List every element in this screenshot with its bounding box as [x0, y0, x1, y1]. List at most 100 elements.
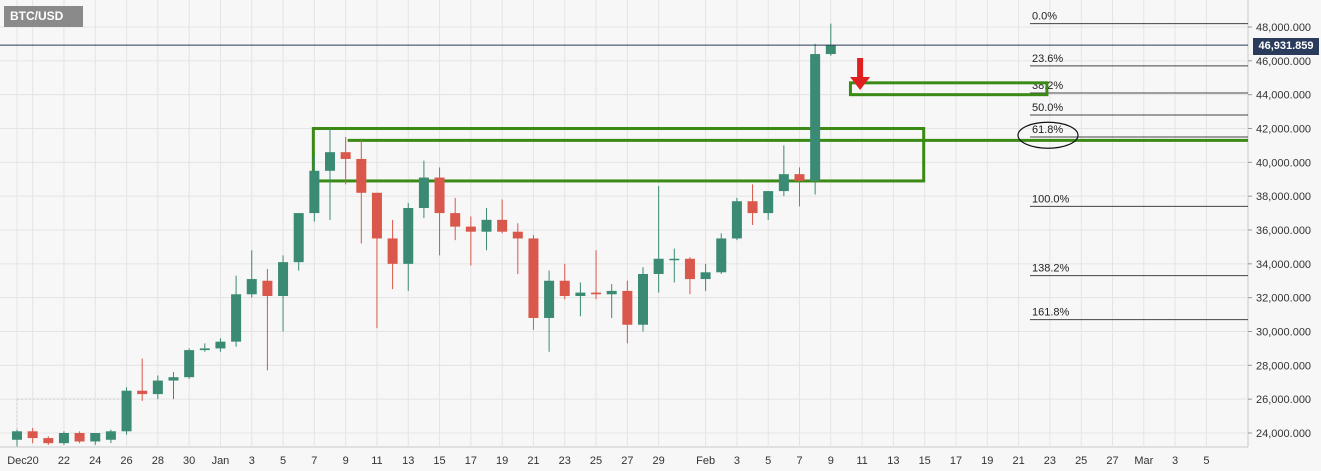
- candle-body: [622, 290, 633, 325]
- y-tick-label: 48,000.000: [1256, 22, 1311, 34]
- candle: [481, 208, 492, 251]
- candle: [778, 145, 789, 197]
- candle: [638, 267, 648, 332]
- y-tick-label: 34,000.000: [1256, 259, 1311, 271]
- candle: [293, 213, 304, 271]
- y-tick-label: 42,000.000: [1256, 124, 1311, 136]
- candle: [497, 199, 508, 234]
- fib-label: 138.2%: [1032, 263, 1070, 275]
- candle: [152, 375, 163, 400]
- candle-body: [544, 280, 555, 318]
- candle: [325, 128, 335, 220]
- candle-body: [559, 280, 570, 296]
- candle: [262, 268, 273, 371]
- candle-body: [434, 177, 445, 214]
- y-tick-label: 30,000.000: [1256, 327, 1311, 339]
- x-tick-label: 9: [343, 455, 349, 467]
- x-tick-label: Jan: [212, 455, 230, 467]
- x-tick-label: 13: [402, 455, 414, 467]
- candle: [356, 138, 367, 244]
- fib-label: 61.8%: [1032, 124, 1063, 136]
- y-tick-label: 46,000.000: [1256, 56, 1311, 68]
- candle-body: [184, 350, 195, 378]
- fib-label: 161.8%: [1032, 307, 1070, 319]
- candle: [700, 263, 711, 291]
- fib-label: 100.0%: [1032, 193, 1070, 205]
- y-axis: 24,000.000 26,000.000 28,000.000 30,000.000…: [1248, 22, 1311, 440]
- x-tick-label: 5: [1203, 455, 1209, 467]
- candle: [825, 23, 836, 56]
- candle-body: [74, 433, 85, 442]
- candle: [810, 43, 821, 195]
- candle-body: [371, 192, 382, 239]
- x-axis: Dec 20 22 24 26 28 30 Jan 3 5 7 9 11 13 15 17 19 21 23 25 27…: [7, 455, 1209, 467]
- candle: [105, 429, 116, 444]
- candle: [434, 167, 445, 256]
- candle: [27, 427, 38, 444]
- candle: [387, 219, 398, 290]
- x-tick-label: Dec: [7, 455, 27, 467]
- candle-body: [684, 258, 695, 280]
- y-tick-label: 28,000.000: [1256, 360, 1311, 372]
- grid: [0, 0, 1249, 448]
- candle: [278, 255, 289, 332]
- candle-body: [450, 213, 461, 227]
- y-tick-label: 32,000.000: [1256, 293, 1311, 305]
- x-tick-label: 11: [371, 455, 382, 467]
- candle: [137, 358, 148, 401]
- candle: [199, 343, 210, 352]
- candle: [465, 216, 476, 266]
- candle-body: [747, 201, 758, 214]
- candle: [684, 257, 695, 295]
- y-tick-label: 40,000.000: [1256, 157, 1311, 169]
- candle: [622, 280, 633, 344]
- candle-body: [199, 348, 210, 351]
- candle-body: [12, 431, 22, 440]
- candle-body: [716, 238, 727, 273]
- y-tick-label: 24,000.000: [1256, 428, 1311, 440]
- candle-body: [731, 201, 742, 239]
- candle-body: [387, 238, 398, 264]
- candle: [74, 431, 85, 444]
- candle-body: [231, 294, 242, 342]
- candle: [371, 192, 382, 329]
- zones: [16, 81, 1248, 447]
- x-tick-label: 15: [433, 455, 445, 467]
- candle-body: [825, 45, 836, 55]
- fib-label: 0.0%: [1032, 11, 1057, 23]
- x-tick-label: 22: [58, 455, 70, 467]
- x-tick-label: 25: [590, 455, 602, 467]
- red-down-arrow-icon: [850, 58, 871, 90]
- candle-body: [246, 279, 257, 295]
- candle: [12, 429, 22, 447]
- candle: [184, 348, 195, 379]
- candle: [669, 248, 680, 283]
- candle: [512, 223, 523, 274]
- x-tick-label: 25: [1075, 455, 1087, 467]
- candle-body: [700, 272, 711, 280]
- candle-body: [121, 390, 132, 432]
- fibonacci-levels: 0.0%23.6%38.2%50.0%61.8%100.0%138.2%161.…: [1030, 11, 1248, 321]
- candle: [716, 233, 727, 274]
- x-tick-label: 26: [120, 455, 132, 467]
- x-tick-label: 29: [653, 455, 665, 467]
- x-tick-label: 5: [765, 455, 771, 467]
- candle: [763, 191, 774, 220]
- candle-body: [591, 292, 602, 295]
- candle-body: [810, 54, 821, 181]
- candle: [559, 263, 570, 300]
- candle-body: [262, 280, 273, 296]
- candle: [794, 167, 805, 207]
- candle-body: [309, 170, 320, 214]
- x-tick-label: 3: [734, 455, 740, 467]
- symbol-label[interactable]: BTC/USD: [4, 6, 83, 27]
- candle-body: [325, 152, 335, 171]
- candle: [450, 197, 461, 241]
- x-tick-label: 21: [1012, 455, 1024, 467]
- fib-label: 23.6%: [1032, 53, 1063, 65]
- x-tick-label: 19: [496, 455, 508, 467]
- candle-body: [512, 231, 523, 239]
- candle-body: [137, 390, 148, 395]
- x-tick-label: 17: [465, 455, 477, 467]
